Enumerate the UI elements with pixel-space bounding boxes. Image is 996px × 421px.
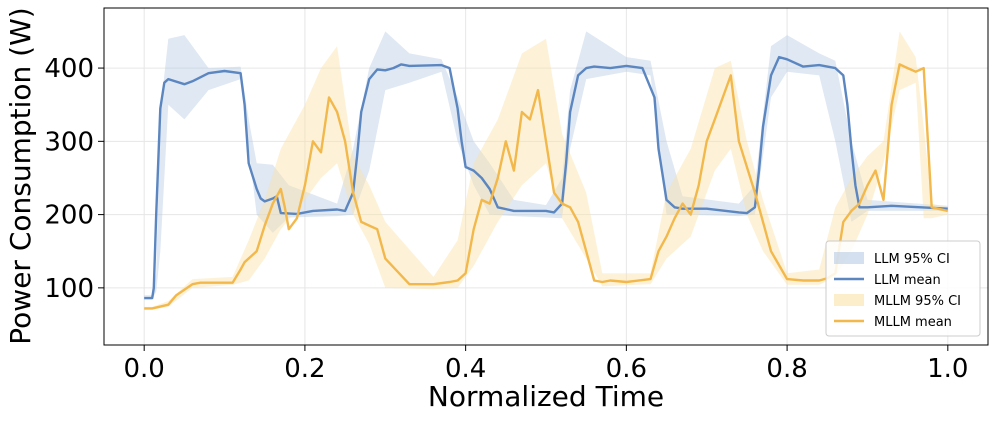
legend-label-mllm-mean: MLLM mean <box>874 315 952 330</box>
legend-label-mllm-95-ci: MLLM 95% CI <box>874 294 961 309</box>
x-axis-title: Normalized Time <box>428 380 664 413</box>
x-tick-label: 0.2 <box>284 354 325 384</box>
legend: LLM 95% CI LLM mean MLLM 95% CI MLLM mean <box>825 240 981 337</box>
y-tick-label: 200 <box>44 201 94 231</box>
x-tick-label: 0.4 <box>445 354 486 384</box>
legend-swatch-llm-95-ci <box>834 252 864 264</box>
legend-label-llm-mean: LLM mean <box>874 273 941 288</box>
x-tick-label: 1.0 <box>927 354 968 384</box>
x-tick-label: 0.6 <box>606 354 647 384</box>
llm-mean-line <box>144 55 948 300</box>
legend-box <box>825 240 981 337</box>
x-tick-label: 0.8 <box>766 354 807 384</box>
legend-swatch-mllm-95-ci <box>834 294 864 306</box>
x-axis-ticks: 0.0 0.2 0.4 0.6 0.8 1.0 <box>124 345 968 384</box>
y-axis-ticks: 100 200 300 400 <box>44 54 104 304</box>
plot-frame <box>103 7 989 346</box>
y-axis-title: Power Consumption (W) <box>4 7 37 344</box>
y-tick-label: 100 <box>44 274 94 304</box>
x-tick-label: 0.0 <box>124 354 165 384</box>
legend-label-llm-95-ci: LLM 95% CI <box>874 252 950 267</box>
y-tick-label: 300 <box>44 127 94 157</box>
y-tick-label: 400 <box>44 54 94 84</box>
